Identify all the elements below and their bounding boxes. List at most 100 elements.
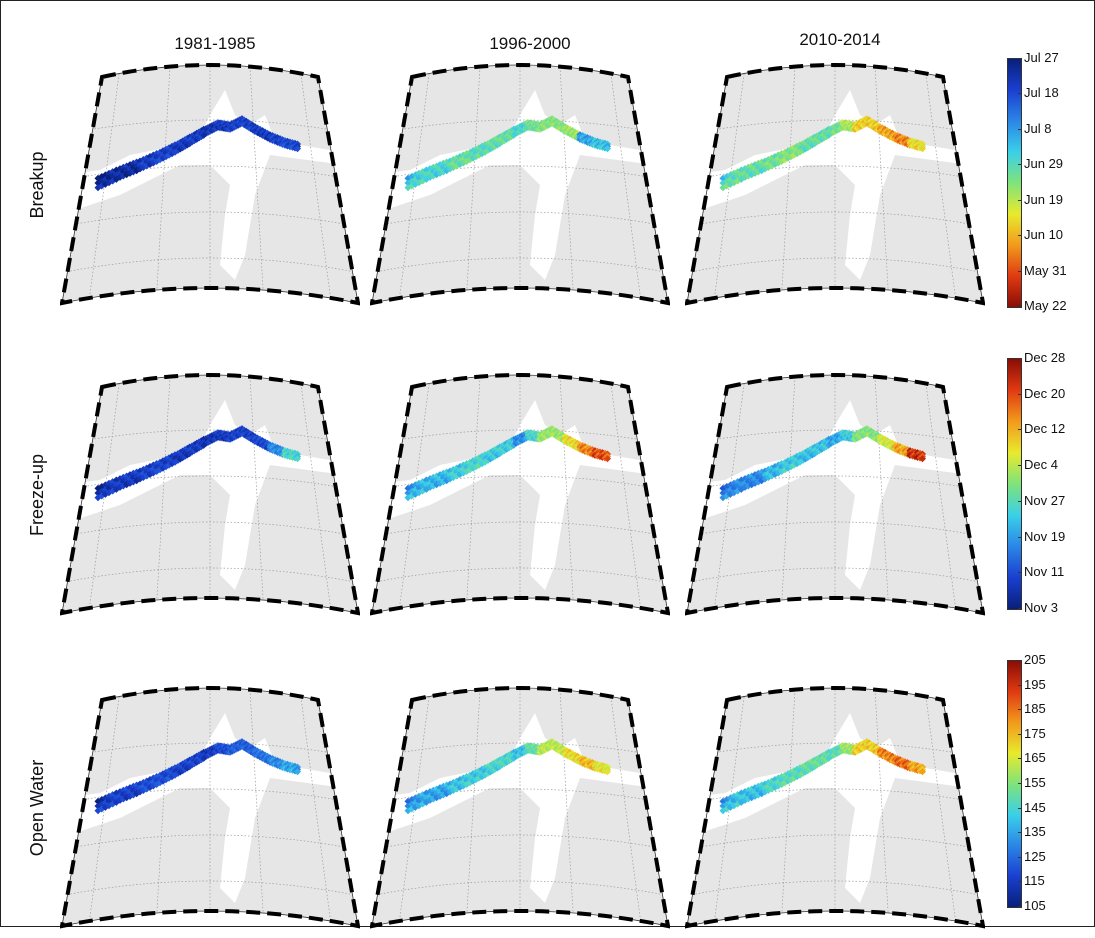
longitude-line: [874, 689, 890, 926]
longitude-line: [299, 66, 332, 303]
colorbar-tick-label: 105: [1024, 898, 1046, 913]
longitude-line: [155, 689, 171, 926]
longitude-line: [609, 376, 642, 613]
colorbar-tick: [1018, 608, 1022, 609]
row-label-freeze-up: Freeze-up: [27, 453, 47, 537]
colorbar-tick-label: 125: [1024, 848, 1046, 864]
longitude-line: [559, 66, 575, 303]
colorbar-tick-label: 115: [1024, 873, 1045, 889]
map-panel-r2-c2: [370, 373, 670, 616]
longitude-line: [465, 66, 481, 303]
colorbar-tick-label: Jul 27: [1024, 50, 1059, 65]
latitude-line: [687, 257, 983, 274]
colorbar-tick-label: Jul 8: [1024, 120, 1052, 136]
colorbar-tick-label: Jun 29: [1024, 156, 1064, 172]
latitude-line: [372, 567, 668, 584]
colorbar-tick: [1018, 358, 1022, 359]
route-cell: [918, 145, 927, 153]
map-panel-r1-c1: [60, 63, 360, 306]
colorbar-tick-label: Dec 4: [1024, 457, 1058, 473]
longitude-line: [155, 376, 171, 613]
route-cell: [293, 145, 302, 153]
column-title-3: 2010-2014: [799, 30, 881, 49]
row-label-breakup: Breakup: [27, 151, 47, 219]
map-panel-r1-c2: [370, 63, 670, 306]
column-title-1: 1981-1985: [174, 34, 256, 53]
colorbar-tick: [1018, 733, 1022, 735]
colorbar-tick: [1018, 807, 1022, 809]
colorbar-tick-label: Dec 20: [1024, 385, 1066, 401]
colorbar-tick-label: Nov 11: [1024, 564, 1065, 580]
colorbar-tick-label: 185: [1024, 701, 1046, 717]
colorbar-tick-label: May 22: [1024, 298, 1067, 313]
colorbar-3: [1007, 660, 1022, 908]
colorbar-tick: [1018, 832, 1022, 834]
colorbar-tick-label: 205: [1024, 652, 1046, 667]
colorbar-tick: [1018, 164, 1022, 166]
map-panel-r3-c3: [685, 686, 985, 929]
map-panel-r1-c3: [685, 63, 985, 306]
colorbar-tick: [1018, 58, 1022, 59]
longitude-line: [249, 376, 265, 613]
colorbar-tick: [1018, 758, 1022, 760]
colorbar-tick-label: 155: [1024, 775, 1046, 790]
colorbar-tick-label: Jun 19: [1024, 191, 1064, 207]
colorbar-tick-label: Nov 19: [1024, 528, 1066, 544]
colorbar-tick-label: 195: [1024, 676, 1046, 692]
route-cell: [293, 455, 302, 463]
route-cell: [603, 455, 612, 463]
latitude-line: [372, 257, 668, 274]
colorbar-tick-label: 145: [1024, 799, 1046, 815]
colorbar-tick: [1018, 709, 1022, 711]
colorbar-tick-label: Jul 18: [1024, 85, 1059, 101]
longitude-line: [559, 376, 575, 613]
longitude-line: [780, 376, 796, 613]
route-cell: [918, 455, 927, 463]
longitude-line: [924, 66, 957, 303]
longitude-line: [559, 689, 575, 926]
colorbar-tick: [1018, 306, 1022, 307]
colorbar-tick-label: Dec 28: [1024, 350, 1066, 365]
colorbar-tick: [1018, 572, 1022, 574]
colorbar-tick-label: Dec 12: [1024, 421, 1066, 437]
colorbar-tick: [1018, 783, 1022, 784]
colorbar-tick-label: Jun 10: [1024, 227, 1064, 243]
colorbar-tick-label: 175: [1024, 725, 1046, 741]
latitude-line: [687, 880, 983, 897]
longitude-line: [249, 66, 265, 303]
colorbar-tick-label: May 31: [1024, 262, 1067, 278]
map-panel-r3-c1: [60, 686, 360, 929]
latitude-line: [62, 257, 358, 274]
colorbar-tick: [1018, 660, 1022, 661]
colorbar-tick-label: 165: [1024, 750, 1046, 766]
latitude-line: [372, 880, 668, 897]
longitude-line: [249, 689, 265, 926]
longitude-line: [924, 376, 957, 613]
colorbar-tick: [1018, 856, 1022, 858]
longitude-line: [874, 66, 890, 303]
longitude-line: [609, 689, 642, 926]
colorbar-tick: [1018, 199, 1022, 201]
longitude-line: [780, 66, 796, 303]
longitude-line: [609, 66, 642, 303]
longitude-line: [299, 376, 332, 613]
row-label-open-water: Open Water: [27, 759, 47, 857]
colorbar-tick: [1018, 500, 1022, 502]
colorbar-1: [1007, 58, 1022, 308]
colorbar-tick-label: Nov 3: [1024, 600, 1058, 615]
colorbar-tick: [1018, 429, 1022, 431]
colorbar-tick: [1018, 465, 1022, 467]
longitude-line: [155, 66, 171, 303]
latitude-line: [687, 567, 983, 584]
colorbar-tick-label: Nov 27: [1024, 492, 1066, 508]
map-panel-r3-c2: [370, 686, 670, 929]
longitude-line: [299, 689, 332, 926]
colorbar-tick: [1018, 393, 1022, 395]
colorbar-tick: [1018, 881, 1022, 883]
longitude-line: [874, 376, 890, 613]
latitude-line: [62, 567, 358, 584]
colorbar-tick: [1018, 270, 1022, 272]
colorbar-tick: [1018, 93, 1022, 95]
colorbar-tick: [1018, 684, 1022, 686]
colorbar-tick: [1018, 128, 1022, 130]
